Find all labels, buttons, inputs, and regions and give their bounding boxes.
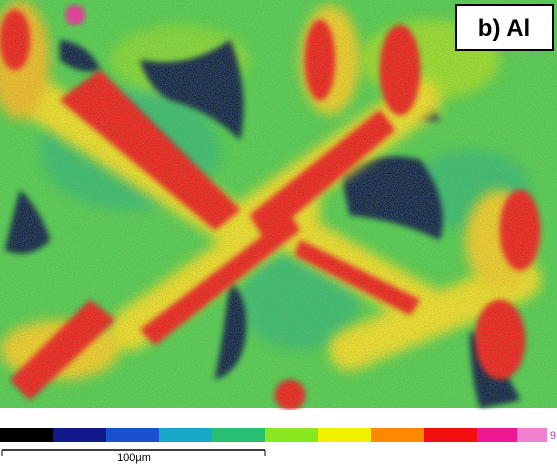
scale-max-label: 9 [550,430,556,442]
scale-bar-label: 100µm [117,452,151,464]
panel-label: b) Al [478,15,530,42]
scale-bar: 100µm [2,450,265,464]
eds-map-figure: b) Al 9 100µm [0,0,557,465]
color-scale: 9 [0,428,556,442]
element-map [0,0,557,410]
